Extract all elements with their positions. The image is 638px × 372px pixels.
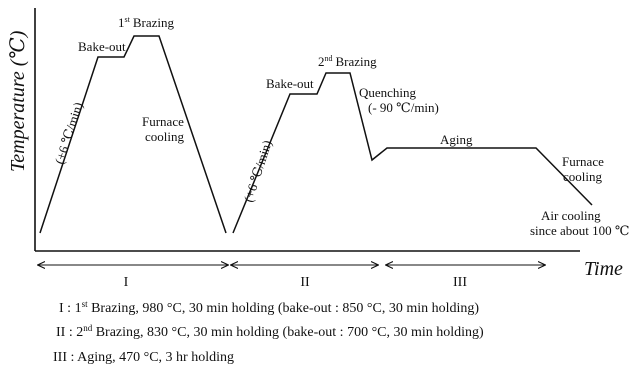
- quenching-line-2: (- 90 ℃/min): [368, 100, 439, 115]
- x-axis-title: Time: [584, 258, 623, 280]
- brazing-1-word: Brazing: [133, 15, 175, 30]
- cycle-1-bakeout-label: Bake-out: [78, 39, 126, 54]
- legend-2-sep: :: [65, 325, 76, 340]
- legend-1-text: Brazing, 980 °C, 30 min holding (bake-ou…: [88, 301, 480, 316]
- legend-3-sep: :: [67, 350, 77, 365]
- legend-1-num: 1: [75, 301, 82, 316]
- brazing-2-word: Brazing: [336, 54, 378, 69]
- cycle-1-furnace-line-2: cooling: [145, 129, 184, 144]
- legend-item-3: III : Aging, 470 °C, 3 hr holding: [53, 350, 234, 365]
- quenching-label: Quenching (- 90 ℃/min): [359, 85, 439, 115]
- legend-1-id: I: [59, 301, 64, 316]
- quenching-line-1: Quenching: [359, 85, 417, 100]
- brazing-1-superscript: st: [125, 15, 131, 24]
- cycle-2-furnace-line-2: cooling: [563, 169, 602, 184]
- air-cooling-line-1: Air cooling: [541, 208, 601, 223]
- legend-1-sep: :: [64, 301, 75, 316]
- cycle-2-brazing-label: 2nd Brazing: [318, 54, 377, 69]
- air-cooling-line-2: since about 100 ℃: [530, 223, 629, 238]
- cycle-1-furnace-cooling: Furnace cooling: [142, 114, 184, 144]
- brazing-1-number: 1: [118, 15, 125, 30]
- cycle-2-temperature-profile: [232, 72, 593, 234]
- y-axis-title: Temperature (℃): [7, 30, 29, 172]
- cycle-1-brazing-label: 1st Brazing: [118, 15, 174, 30]
- cycle-1-ramp-rate: (+6 ℃/min): [52, 100, 86, 166]
- cycle-1-furnace-line-1: Furnace: [142, 114, 184, 129]
- phase-1-label: I: [124, 275, 129, 290]
- cycle-2-bakeout-label: Bake-out: [266, 76, 314, 91]
- phase-3-label: III: [453, 275, 467, 290]
- legend-3-id: III: [53, 350, 67, 365]
- legend-2-text: Brazing, 830 °C, 30 min holding (bake-ou…: [92, 325, 484, 340]
- legend-2-sup: nd: [83, 323, 93, 333]
- legend-3-text: Aging, 470 °C, 3 hr holding: [77, 350, 234, 365]
- aging-label: Aging: [440, 132, 473, 147]
- legend-2-id: II: [56, 325, 66, 340]
- legend-2-num: 2: [76, 325, 83, 340]
- air-cooling-label: Air cooling since about 100 ℃: [530, 208, 629, 238]
- cycle-2-furnace-line-1: Furnace: [562, 154, 604, 169]
- brazing-2-number: 2: [318, 54, 325, 69]
- cycle-1-temperature-profile: [39, 35, 227, 234]
- cycle-2-ramp-rate: (+6 ℃/min): [241, 138, 275, 204]
- phase-2-label: II: [300, 275, 310, 290]
- legend-item-2: II : 2nd Brazing, 830 °C, 30 min holding…: [56, 323, 484, 340]
- cycle-2-furnace-cooling: Furnace cooling: [562, 154, 604, 184]
- brazing-2-superscript: nd: [325, 54, 333, 63]
- legend-item-1: I : 1st Brazing, 980 °C, 30 min holding …: [59, 299, 479, 316]
- legend-1-sup: st: [82, 299, 89, 309]
